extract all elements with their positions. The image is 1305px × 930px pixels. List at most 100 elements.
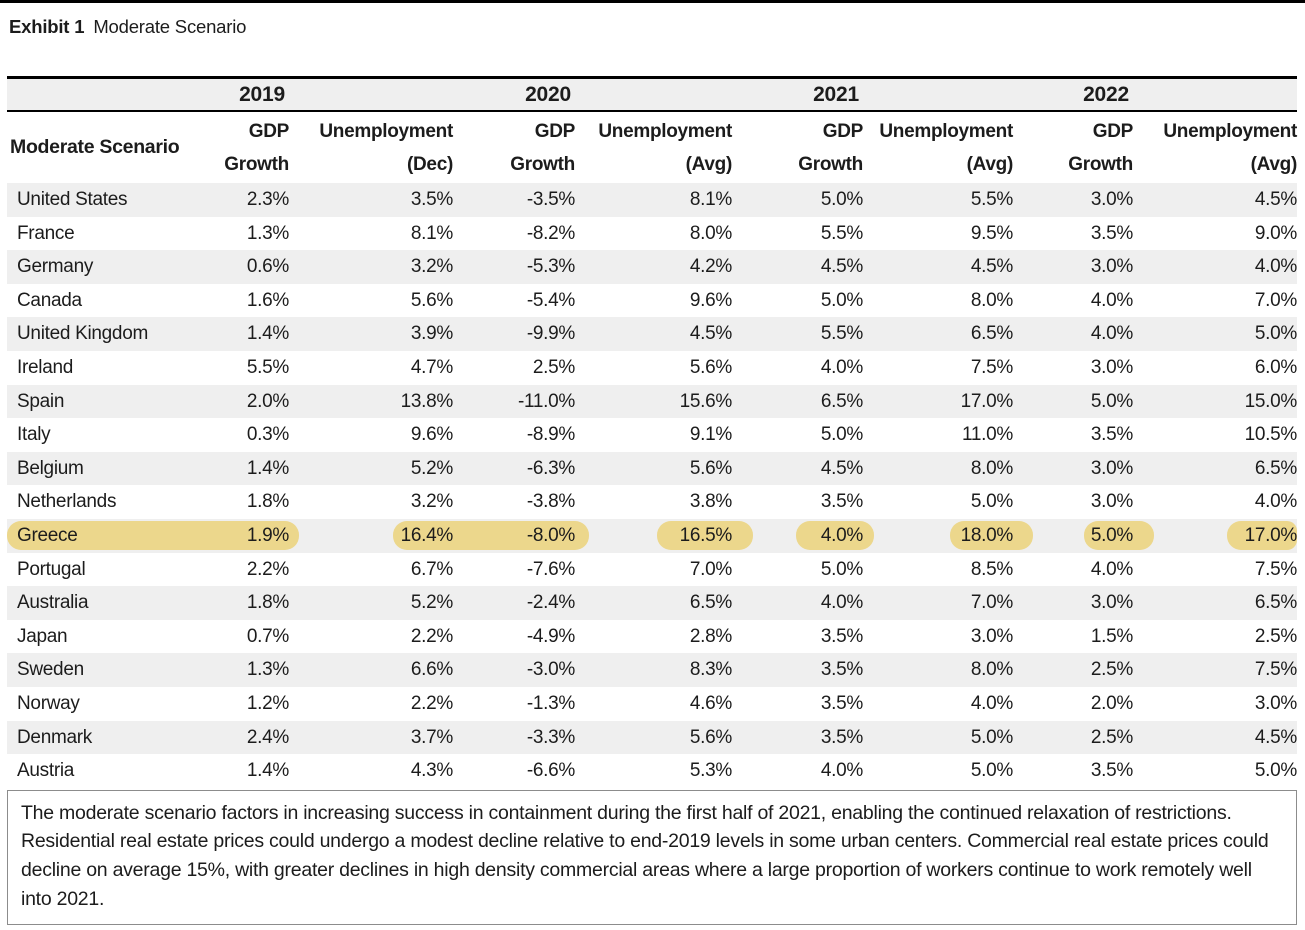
value-cell: 7.0% [970, 592, 1013, 614]
value-cell: -8.2% [526, 222, 575, 244]
value-cell: -8.0% [526, 524, 575, 546]
year-corner-spacer [7, 79, 210, 110]
value-cell: 3.0% [1090, 356, 1133, 378]
gdp-header-line2: Growth [224, 153, 289, 175]
unemployment-header-line1: Unemployment [1163, 120, 1297, 142]
value-cell: 4.5% [689, 323, 732, 345]
value-cell: 4.0% [1254, 256, 1297, 278]
value-cell: 5.6% [689, 726, 732, 748]
table-row: United Kingdom 1.4% 3.9% -9.9% 4.5% 5.5%… [7, 317, 1297, 351]
country-cell: Belgium [17, 457, 84, 479]
value-cell: 5.0% [820, 558, 863, 580]
value-cell: 4.5% [970, 256, 1013, 278]
value-cell: -5.3% [526, 256, 575, 278]
table-row: Italy 0.3% 9.6% -8.9% 9.1% 5.0% 11.0% 3.… [7, 418, 1297, 452]
value-cell: 15.6% [679, 390, 733, 412]
value-cell: 4.6% [689, 692, 732, 714]
year-spacer [575, 79, 732, 110]
value-cell: 6.0% [1254, 356, 1297, 378]
value-cell: 5.0% [820, 289, 863, 311]
value-cell: 4.0% [820, 592, 863, 614]
value-cell: 5.0% [970, 760, 1013, 782]
value-cell: 6.5% [689, 592, 732, 614]
column-header-row: Moderate Scenario GDP Growth Unemploymen… [7, 112, 1297, 183]
value-cell: 7.5% [970, 356, 1013, 378]
value-cell: 4.5% [1254, 189, 1297, 210]
year-label-2019: 2019 [239, 83, 285, 106]
year-header-row: 2019 2020 2021 2022 [7, 79, 1297, 110]
value-cell: 5.0% [820, 189, 863, 210]
unemployment-header-line2: (Avg) [685, 153, 733, 175]
value-cell: 4.0% [820, 760, 863, 782]
country-cell: Spain [17, 390, 65, 412]
value-cell: 3.5% [820, 625, 863, 647]
table-row: Australia 1.8% 5.2% -2.4% 6.5% 4.0% 7.0%… [7, 586, 1297, 620]
value-cell: -3.5% [526, 189, 575, 210]
value-cell: 5.5% [970, 189, 1013, 210]
footnote-box: The moderate scenario factors in increas… [7, 789, 1297, 925]
value-cell: 3.5% [820, 726, 863, 748]
year-label-2022: 2022 [1083, 83, 1129, 106]
value-cell: 6.5% [820, 390, 863, 412]
country-cell: Sweden [17, 659, 84, 681]
value-cell: 3.0% [1090, 189, 1133, 210]
value-cell: 18.0% [960, 524, 1014, 546]
value-cell: -6.6% [526, 760, 575, 782]
value-cell: 2.8% [689, 625, 732, 647]
value-cell: 1.2% [246, 692, 289, 714]
value-cell: 3.5% [410, 189, 453, 210]
value-cell: 0.7% [246, 625, 289, 647]
value-cell: 3.5% [820, 692, 863, 714]
value-cell: 3.5% [1090, 760, 1133, 782]
value-cell: 4.0% [820, 356, 863, 378]
value-cell: 16.5% [679, 524, 733, 546]
value-cell: -3.8% [526, 491, 575, 513]
value-cell: 2.0% [1090, 692, 1133, 714]
value-cell: 3.5% [820, 659, 863, 681]
value-cell: 8.0% [970, 289, 1013, 311]
year-band-bottom-rule [7, 110, 1297, 112]
value-cell: -7.6% [526, 558, 575, 580]
value-cell: 3.7% [410, 726, 453, 748]
value-cell: 9.5% [970, 222, 1013, 244]
value-cell: 2.2% [246, 558, 289, 580]
highlight-mark [1227, 521, 1297, 550]
table-row: Spain 2.0% 13.8% -11.0% 15.6% 6.5% 17.0%… [7, 384, 1298, 419]
value-cell: 4.0% [820, 524, 863, 546]
value-cell: 1.3% [246, 659, 289, 681]
value-cell: 8.0% [970, 659, 1013, 681]
country-cell: Denmark [17, 726, 92, 748]
country-cell: United States [17, 189, 128, 210]
year-spacer [289, 79, 453, 110]
value-cell: 4.0% [1254, 491, 1297, 513]
value-cell: 4.5% [1254, 726, 1297, 748]
value-cell: 1.4% [246, 457, 289, 479]
unemployment-header-2020: Unemployment (Avg) [575, 112, 732, 183]
value-cell: 3.2% [410, 491, 453, 513]
gdp-header-2020: GDP Growth [453, 112, 575, 183]
value-cell: 5.3% [689, 760, 732, 782]
value-cell: 4.0% [1090, 289, 1133, 311]
value-cell: 5.2% [410, 592, 453, 614]
gdp-header-line2: Growth [510, 153, 575, 175]
value-cell: 5.0% [820, 424, 863, 446]
value-cell: 4.5% [820, 457, 863, 479]
value-cell: 15.0% [1244, 390, 1298, 412]
value-cell: 3.9% [410, 323, 453, 345]
value-cell: 9.6% [410, 424, 453, 446]
highlight-mark [796, 521, 874, 550]
value-cell: -3.3% [526, 726, 575, 748]
highlight-mark [949, 521, 1033, 550]
value-cell: 4.7% [410, 356, 453, 378]
corner-header: Moderate Scenario [10, 136, 180, 158]
value-cell: 1.4% [246, 760, 289, 782]
value-cell: 6.5% [970, 323, 1013, 345]
value-cell: -11.0% [518, 390, 575, 412]
value-cell: 5.0% [1254, 760, 1297, 782]
table-row: Portugal 2.2% 6.7% -7.6% 7.0% 5.0% 8.5% … [7, 553, 1297, 587]
gdp-header-line1: GDP [248, 120, 290, 142]
value-cell: 8.5% [970, 558, 1013, 580]
value-cell: 3.5% [820, 491, 863, 513]
value-cell: 6.5% [1254, 457, 1297, 479]
unemployment-header-line2: (Dec) [406, 153, 453, 175]
